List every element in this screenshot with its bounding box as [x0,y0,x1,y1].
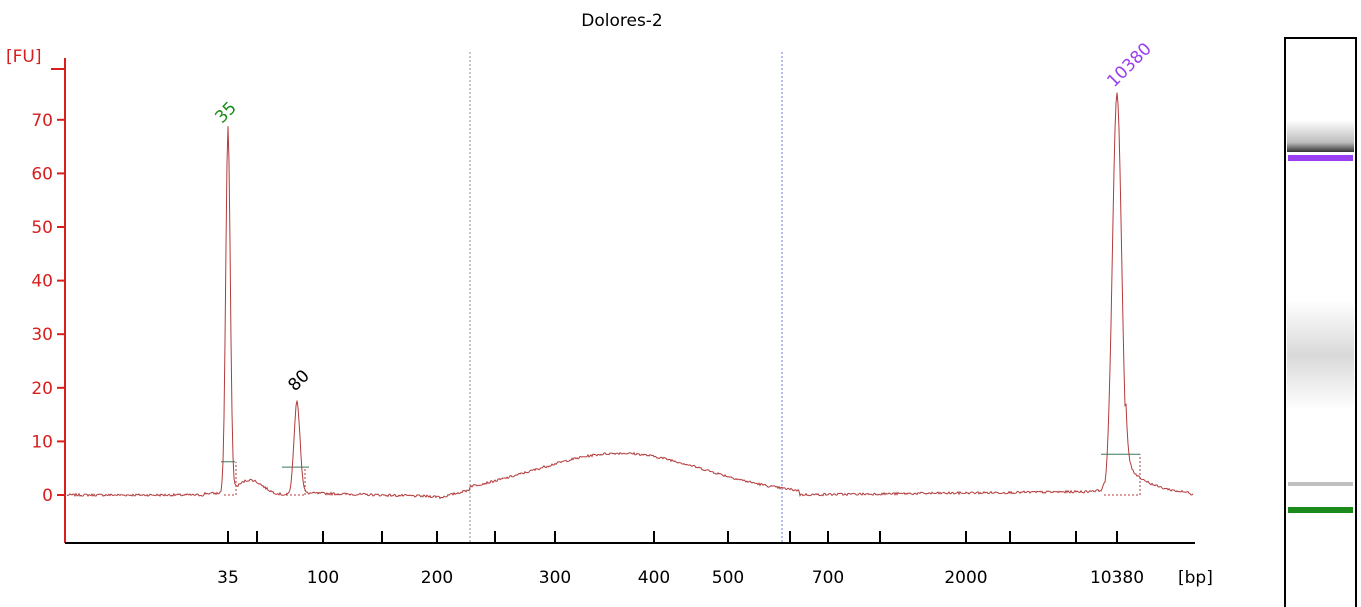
gel-upper-glow [1287,120,1354,152]
gel-band-upper-marker [1288,155,1353,161]
y-tick-label: 0 [42,486,53,506]
peak-label: 80 [284,366,313,395]
x-tick-label: 400 [638,568,670,588]
y-tick-label: 20 [31,379,53,399]
x-tick-label: 100 [307,568,339,588]
y-tick-label: 50 [31,218,53,238]
x-tick-label: 500 [712,568,744,588]
x-axis-label: [bp] [1178,568,1213,588]
peak-labels: 35 80 10380 [211,39,1155,395]
y-tick-label: 70 [31,111,53,131]
peak-baselines [221,453,1141,496]
axes: 0 10 20 30 40 50 60 70 35 100 200 300 400 500 700 2000 1… [31,58,1195,588]
x-tick-label: 300 [539,568,571,588]
y-tick-label: 40 [31,272,53,292]
peak-label: 10380 [1103,39,1155,91]
x-tick-label: 10380 [1090,568,1144,588]
x-tick-label: 200 [421,568,453,588]
gel-smear [1287,300,1354,410]
y-tick-label: 30 [31,325,53,345]
x-tick-label: 2000 [944,568,987,588]
x-tick-label: 700 [812,568,844,588]
x-tick-label: 35 [217,568,239,588]
y-axis-label: [FU] [6,47,42,67]
gel-band-sample-band [1288,482,1353,486]
peak-label: 35 [211,98,240,127]
chart-title: Dolores-2 [581,11,663,31]
gel-lane [1284,37,1357,607]
region-lines [469,52,783,543]
gel-band-lower-marker [1288,507,1353,513]
signal-trace [66,92,1194,500]
y-tick-label: 10 [31,432,53,452]
y-tick-label: 60 [31,164,53,184]
